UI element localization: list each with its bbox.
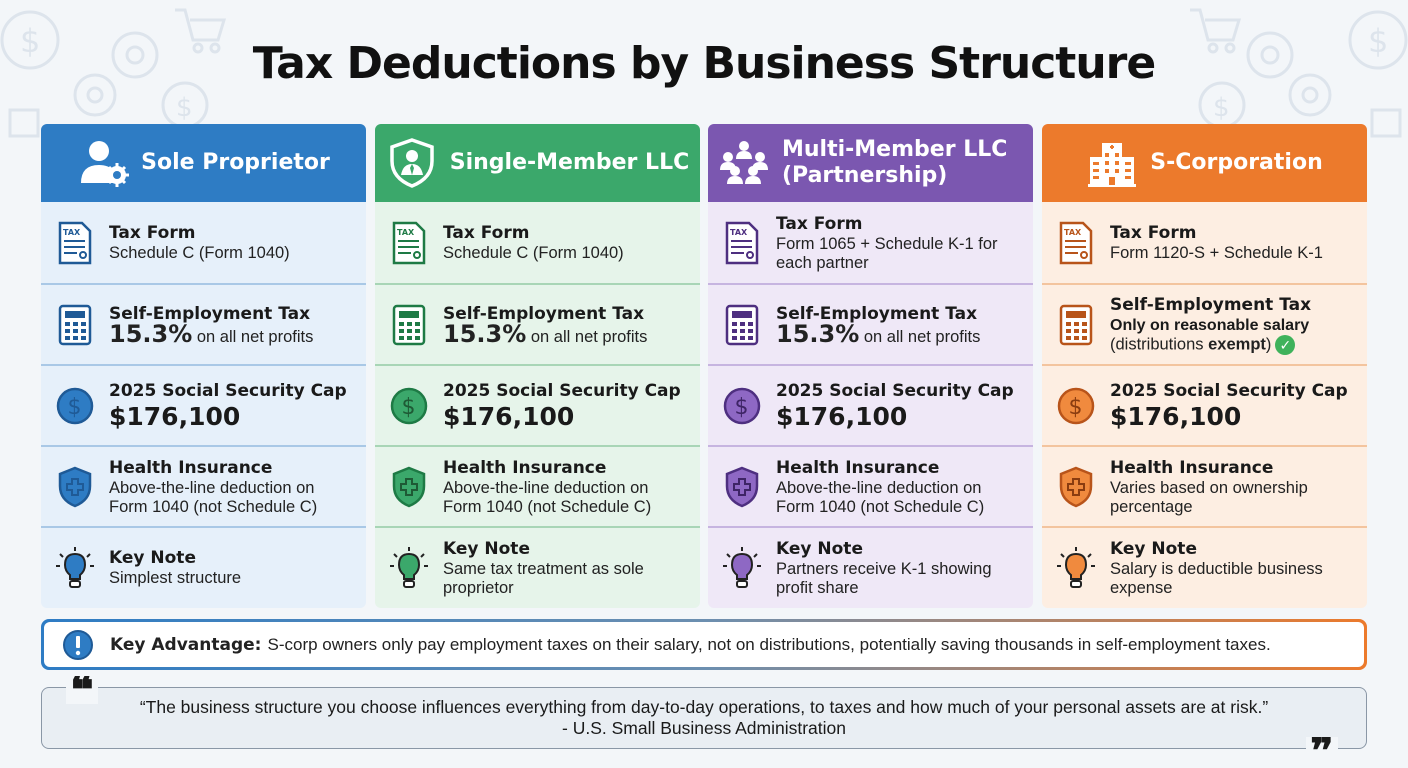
svg-text:TAX: TAX [63,228,81,237]
tax-document-icon: TAX [1059,221,1093,264]
column-header: Multi-Member LLC (Partnership) [708,124,1033,202]
dollar-coin-icon: $ [1057,387,1095,424]
key-note-row: Key Note Simplest structure [41,526,366,607]
svg-text:TAX: TAX [397,228,415,237]
shield-person-icon [390,138,434,188]
self-employment-tax-row: Self-Employment Tax 15.3% on all net prof… [41,283,366,364]
svg-text:$: $ [176,93,193,123]
key-note-row: Key Note Same tax treatment as sole propr… [375,526,700,607]
self-employment-tax-row: Self-Employment Tax 15.3% on all net prof… [708,283,1033,364]
calculator-icon [392,304,426,345]
social-security-cap-row: $ 2025 Social Security Cap $176,100 [375,364,700,445]
lightbulb-icon [56,546,94,588]
open-quote-icon: ❝ [66,676,98,704]
tax-form-row: TAX Tax Form Schedule C (Form 1040) [41,202,366,283]
shield-cross-icon [725,466,759,507]
calculator-icon [1059,304,1093,345]
tax-form-row: TAX Tax Form Form 1065 + Schedule K-1 for… [708,202,1033,283]
health-insurance-row: Health Insurance Above-the-line deduction… [708,445,1033,526]
column-header: S-Corporation [1042,124,1367,202]
tax-document-icon: TAX [58,221,92,264]
shield-cross-icon [58,466,92,507]
dollar-coin-icon: $ [723,387,761,424]
health-insurance-row: Health Insurance Varies based on ownershi… [1042,445,1367,526]
self-employment-tax-row: Self-Employment Tax Only on reasonable s… [1042,283,1367,364]
svg-text:$: $ [68,395,82,420]
self-employment-tax-row: Self-Employment Tax 15.3% on all net prof… [375,283,700,364]
column-title: Single-Member LLC [449,149,690,175]
svg-text:$: $ [402,395,416,420]
column-s-corporation: S-Corporation TAX Tax Form Form 1120-S + … [1042,124,1367,608]
close-quote-icon: ❞ [1306,737,1338,765]
health-insurance-row: Health Insurance Above-the-line deduction… [375,445,700,526]
calculator-icon [725,304,759,345]
quote-source: - U.S. Small Business Administration [562,718,846,738]
svg-text:TAX: TAX [1064,228,1082,237]
social-security-cap-row: $ 2025 Social Security Cap $176,100 [41,364,366,445]
dollar-coin-icon: $ [56,387,94,424]
column-header: Single-Member LLC [375,124,700,202]
tax-form-row: TAX Tax Form Form 1120-S + Schedule K-1 [1042,202,1367,283]
page-title: Tax Deductions by Business Structure [252,38,1156,89]
lightbulb-icon [1057,546,1095,588]
key-advantage-text: S-corp owners only pay employment taxes … [267,634,1271,654]
svg-text:TAX: TAX [730,228,748,237]
column-sole-proprietor: Sole Proprietor TAX Tax Form Schedule C (… [41,124,366,608]
calculator-icon [58,304,92,345]
svg-text:$: $ [1069,395,1083,420]
lightbulb-icon [723,546,761,588]
key-advantage-banner: Key Advantage: S-corp owners only pay em… [41,619,1367,670]
column-header: Sole Proprietor [41,124,366,202]
column-title: Multi-Member LLC (Partnership) [782,136,1008,188]
social-security-cap-row: $ 2025 Social Security Cap $176,100 [1042,364,1367,445]
tax-document-icon: TAX [392,221,426,264]
column-title: S-Corporation [1150,149,1323,175]
social-security-cap-row: $ 2025 Social Security Cap $176,100 [708,364,1033,445]
building-icon [1088,143,1137,187]
tax-form-row: TAX Tax Form Schedule C (Form 1040) [375,202,700,283]
svg-text:$: $ [735,395,749,420]
column-single-member-llc: Single-Member LLC TAX Tax Form Schedule C… [375,124,700,608]
group-icon [720,141,768,184]
check-icon: ✓ [1275,335,1296,355]
quote-text: “The business structure you choose influ… [139,697,1269,717]
lightbulb-icon [390,546,428,588]
quote-box: “The business structure you choose influ… [41,687,1367,749]
column-multi-member-llc: Multi-Member LLC (Partnership) TAX Tax F… [708,124,1033,608]
tax-document-icon: TAX [725,221,759,264]
key-note-row: Key Note Salary is deductible business ex… [1042,526,1367,607]
health-insurance-row: Health Insurance Above-the-line deduction… [41,445,366,526]
key-advantage-label: Key Advantage: [110,634,262,655]
exclamation-icon [63,629,93,660]
svg-text:$: $ [1213,93,1230,123]
key-note-row: Key Note Partners receive K-1 showing pro… [708,526,1033,607]
dollar-coin-icon: $ [390,387,428,424]
column-title: Sole Proprietor [141,149,330,175]
person-gear-icon [81,141,130,187]
shield-cross-icon [1059,466,1093,507]
shield-cross-icon [392,466,426,507]
